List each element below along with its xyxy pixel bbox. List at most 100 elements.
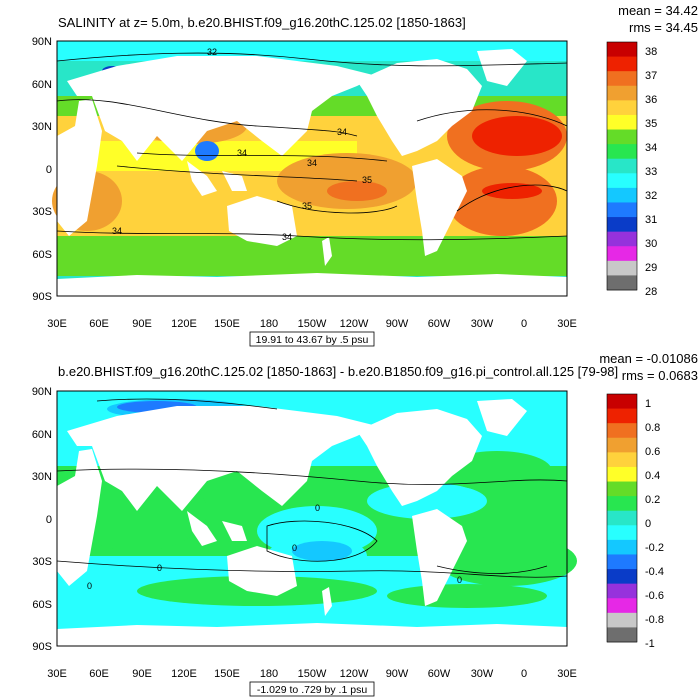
lon-tick: 180 xyxy=(260,318,278,330)
colorbar-swatch xyxy=(607,627,637,643)
lon-tick: 150E xyxy=(214,318,240,330)
lon-tick: 30W xyxy=(471,668,494,680)
colorbar-swatch xyxy=(607,583,637,599)
colorbar-label: 0.2 xyxy=(645,494,660,506)
lon-tick: 30E xyxy=(557,318,577,330)
lon-tick: 30E xyxy=(47,668,67,680)
contour-label: 0 xyxy=(457,575,462,585)
colorbar-swatch xyxy=(607,71,637,87)
lat-axis: 90N 60N 30N 0 30S 60S 90S xyxy=(32,386,52,653)
lat-tick: 30S xyxy=(32,556,52,568)
colorbar-label: 1 xyxy=(645,398,651,410)
colorbar-label: 33 xyxy=(645,166,657,178)
colorbar-swatch xyxy=(607,466,637,482)
range-label: 19.91 to 43.67 by .5 psu xyxy=(256,334,369,346)
lon-tick: 60E xyxy=(89,318,109,330)
lat-tick: 0 xyxy=(46,164,52,176)
lon-tick: 150E xyxy=(214,668,240,680)
contour-label: 0 xyxy=(292,543,297,553)
lat-tick: 0 xyxy=(46,514,52,526)
mean-stat: mean = -0.01086 xyxy=(599,351,698,366)
colorbar-swatch xyxy=(607,246,637,262)
colorbar-swatch xyxy=(607,481,637,497)
colorbar-label: 28 xyxy=(645,286,657,298)
contour-label: 34 xyxy=(112,226,122,236)
lon-tick: 60E xyxy=(89,668,109,680)
contour-label: 0 xyxy=(315,503,320,513)
colorbar: 38 37 36 35 34 33 32 31 30 29 28 xyxy=(606,41,657,298)
lat-tick: 60N xyxy=(32,429,52,441)
colorbar-label: 30 xyxy=(645,238,657,250)
lat-tick: 60N xyxy=(32,79,52,91)
colorbar-swatch xyxy=(607,173,637,189)
colorbar-swatch xyxy=(607,408,637,424)
lon-tick: 90E xyxy=(132,668,152,680)
colorbar-label: 0.6 xyxy=(645,446,660,458)
colorbar-swatch xyxy=(607,275,637,291)
lon-tick: 180 xyxy=(260,668,278,680)
colorbar-swatch xyxy=(607,129,637,145)
colorbar-swatch xyxy=(607,231,637,247)
contour-label: 34 xyxy=(237,148,247,158)
range-box xyxy=(249,681,375,697)
lon-tick: 150W xyxy=(298,318,327,330)
colorbar-label: -1 xyxy=(645,638,655,650)
colorbar-label: 0.8 xyxy=(645,422,660,434)
colorbar-swatch xyxy=(607,144,637,160)
contour-label: 34 xyxy=(307,158,317,168)
colorbar-swatch xyxy=(607,496,637,512)
contour-label: 0 xyxy=(87,581,92,591)
lon-tick: 0 xyxy=(521,668,527,680)
lon-tick: 60W xyxy=(428,668,451,680)
range-label: -1.029 to .729 by .1 psu xyxy=(257,684,367,696)
colorbar-label: 32 xyxy=(645,190,657,202)
colorbar-swatch xyxy=(607,452,637,468)
contour-label: 35 xyxy=(362,175,372,185)
colorbar-swatch xyxy=(607,554,637,570)
colorbar-label: -0.6 xyxy=(645,590,664,602)
colorbar-swatch xyxy=(607,260,637,276)
lat-tick: 30N xyxy=(32,471,52,483)
range-box xyxy=(249,331,375,347)
colorbar-label: 36 xyxy=(645,94,657,106)
colorbar-swatch xyxy=(607,187,637,203)
colorbar-label: 34 xyxy=(645,142,657,154)
colorbar-label: -0.8 xyxy=(645,614,664,626)
lat-tick: 60S xyxy=(32,249,52,261)
lon-tick: 30E xyxy=(47,318,67,330)
lon-tick: 30W xyxy=(471,318,494,330)
colorbar-swatch xyxy=(607,217,637,233)
colorbar-swatch xyxy=(607,114,637,130)
colorbar-label: 29 xyxy=(645,262,657,274)
contour-label: 0 xyxy=(157,563,162,573)
colorbar-swatch xyxy=(607,394,637,409)
lon-axis: 30E 60E 90E 120E 150E 180 150W 120W 90W … xyxy=(47,668,577,680)
colorbar-swatch xyxy=(607,569,637,585)
rms-stat: rms = 0.0683 xyxy=(622,368,698,383)
lat-tick: 30N xyxy=(32,121,52,133)
contour-label: 32 xyxy=(207,47,217,57)
lat-tick: 60S xyxy=(32,599,52,611)
colorbar-swatch xyxy=(607,56,637,72)
lon-tick: 120W xyxy=(340,318,369,330)
colorbar-label: 37 xyxy=(645,70,657,82)
mean-stat: mean = 34.42 xyxy=(618,3,698,18)
lon-tick: 0 xyxy=(521,318,527,330)
lon-tick: 120W xyxy=(340,668,369,680)
colorbar-label: -0.2 xyxy=(645,542,664,554)
colorbar-swatch xyxy=(607,42,637,57)
panel-difference: b.e20.BHIST.f09_g16.20thC.125.02 [1850-1… xyxy=(32,351,698,697)
colorbar-swatch xyxy=(607,423,637,439)
colorbar-swatch xyxy=(607,85,637,101)
colorbar-swatch xyxy=(607,525,637,541)
colorbar-swatch xyxy=(607,612,637,628)
colorbar-label: 0 xyxy=(645,518,651,530)
colorbar-label: 0.4 xyxy=(645,470,660,482)
colorbar-label: -0.4 xyxy=(645,566,664,578)
colorbar-swatch xyxy=(607,437,637,453)
lon-tick: 90W xyxy=(386,318,409,330)
panel-title: SALINITY at z= 5.0m, b.e20.BHIST.f09_g16… xyxy=(58,15,466,30)
lat-tick: 90N xyxy=(32,36,52,48)
lon-axis: 30E 60E 90E 120E 150E 180 150W 120W 90W … xyxy=(47,318,577,330)
colorbar-swatch xyxy=(607,100,637,116)
